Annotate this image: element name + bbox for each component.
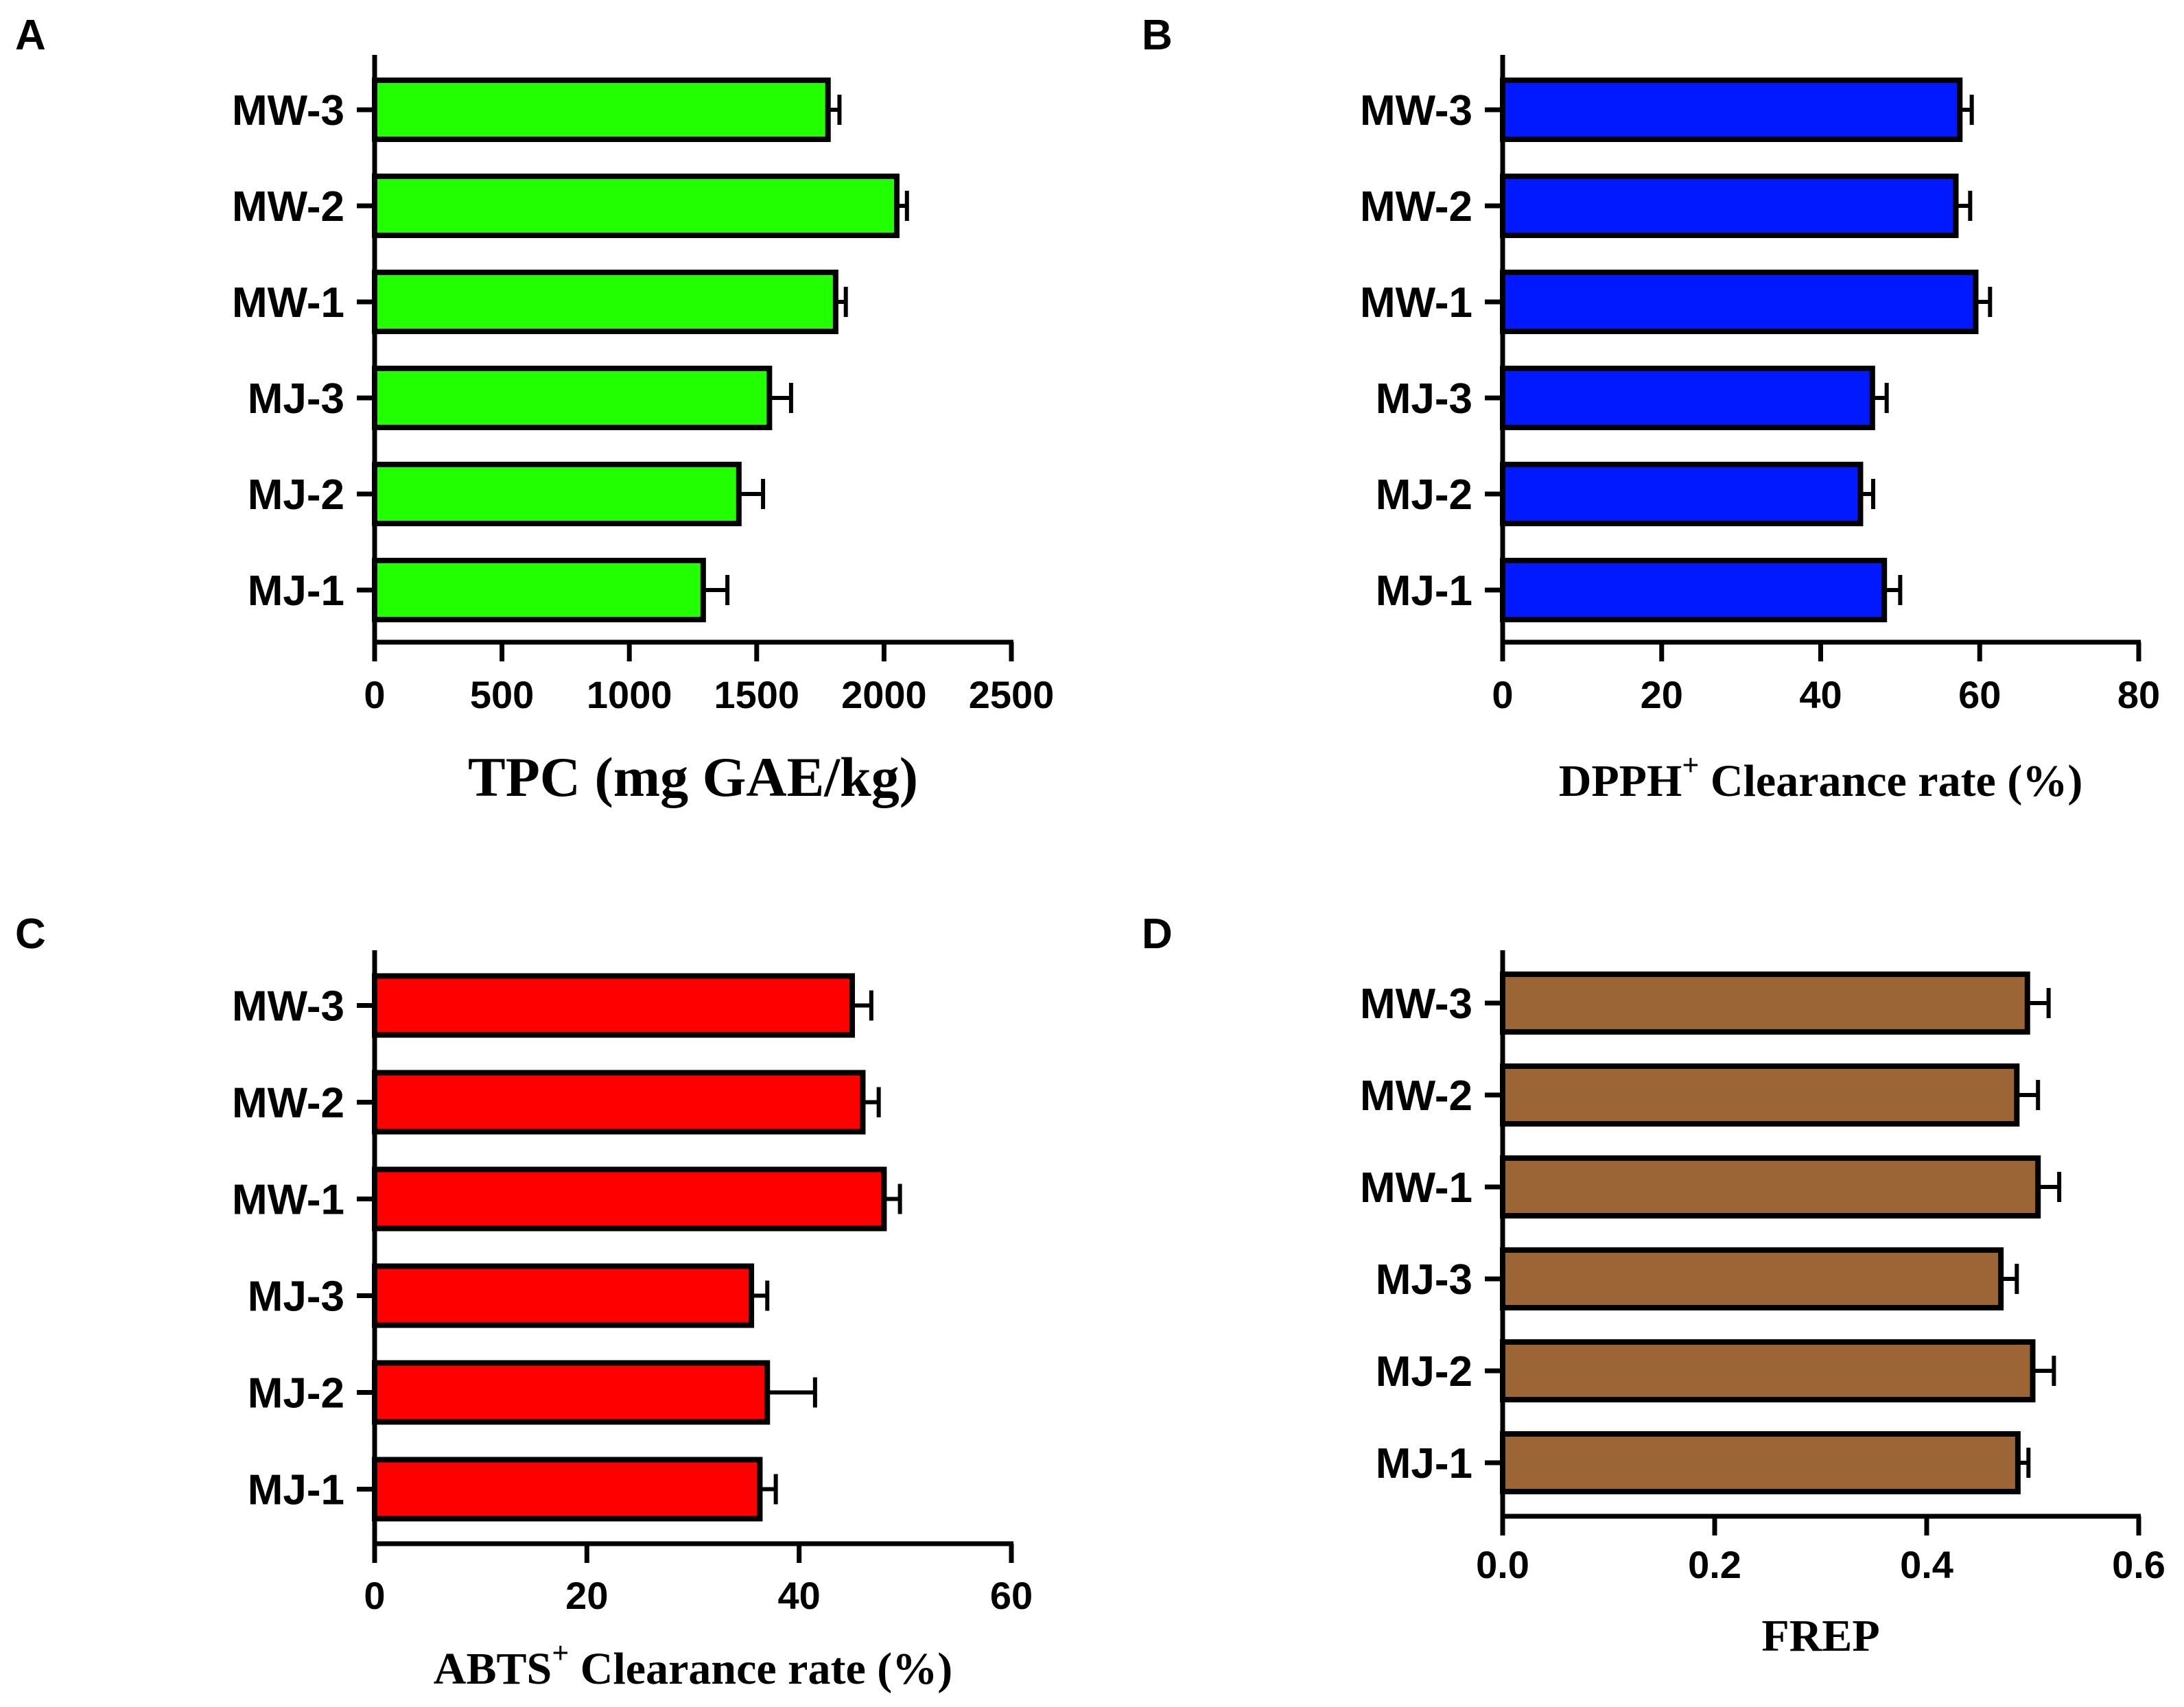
x-axis-title-main: ABTS	[434, 1644, 552, 1694]
category-label-mw-3: MW-3	[232, 983, 344, 1031]
bar-mw-3	[372, 78, 831, 142]
category-label-mj-3: MJ-3	[248, 375, 344, 423]
bar-mw-1	[1500, 1155, 2041, 1219]
bar-mw-2	[1500, 1063, 2020, 1127]
category-label-mj-3: MJ-3	[1376, 375, 1472, 423]
x-tick-label: 0.6	[2112, 1543, 2165, 1586]
category-label-mw-3: MW-3	[1360, 87, 1472, 134]
bar-mw-1	[1500, 270, 1979, 334]
category-label-mw-1: MW-1	[232, 1177, 344, 1224]
x-axis-title: ABTS+ Clearance rate (%)	[434, 1636, 952, 1694]
bar-mw-1	[372, 270, 838, 334]
x-tick-label: 1000	[587, 673, 672, 716]
category-label-mj-1: MJ-1	[1376, 1440, 1472, 1487]
category-label-mj-1: MJ-1	[248, 1467, 344, 1514]
panel-letter: C	[15, 910, 46, 958]
bar-mj-1	[372, 1457, 763, 1522]
category-label-mj-1: MJ-1	[1376, 567, 1472, 615]
category-label-mj-3: MJ-3	[248, 1273, 344, 1321]
x-tick-label: 60	[990, 1574, 1033, 1617]
bar-mj-2	[372, 462, 742, 526]
x-tick-label: 40	[1799, 673, 1842, 716]
category-label-mw-2: MW-2	[1360, 1072, 1472, 1120]
category-label-mj-2: MJ-2	[1376, 471, 1472, 519]
category-label-mw-1: MW-1	[232, 279, 344, 327]
x-axis-title: TPC (mg GAE/kg)	[468, 746, 918, 808]
x-tick-label: 2500	[969, 673, 1055, 716]
panel-letter: A	[15, 12, 46, 59]
x-tick-label: 80	[2117, 673, 2160, 716]
bar-mw-2	[1500, 174, 1959, 238]
x-axis-title-rest: Clearance rate (%)	[1699, 756, 2082, 806]
x-axis-title-rest: Clearance rate (%)	[569, 1644, 952, 1694]
bar-mj-3	[372, 1263, 755, 1328]
bar-mw-1	[372, 1166, 887, 1232]
x-axis-title: DPPH+ Clearance rate (%)	[1559, 749, 2083, 806]
category-label-mw-1: MW-1	[1360, 279, 1472, 327]
bar-mj-2	[1500, 1339, 2036, 1402]
x-tick-label: 0.0	[1476, 1543, 1529, 1586]
x-tick-label: 20	[565, 1574, 608, 1617]
x-axis-title-superscript: +	[1682, 749, 1699, 782]
bar-mj-1	[1500, 558, 1888, 622]
category-label-mw-2: MW-2	[1360, 183, 1472, 231]
category-label-mw-1: MW-1	[1360, 1164, 1472, 1212]
bar-mj-3	[1500, 366, 1875, 430]
bar-mj-2	[372, 1360, 771, 1425]
chart-panel-c: C MW-3 MW-2 MW-1 MJ-3 MJ-2 MJ-1 0 20 40 60 ABTS+ Cl…	[15, 910, 1033, 1694]
bar-mj-1	[372, 558, 706, 622]
category-label-mw-2: MW-2	[232, 183, 344, 231]
bar-mw-2	[372, 1070, 866, 1135]
bar-mw-3	[1500, 972, 2030, 1035]
bar-mj-2	[1500, 462, 1864, 526]
category-label-mj-2: MJ-2	[248, 1370, 344, 1417]
x-tick-label: 0	[1492, 673, 1513, 716]
x-tick-label: 0	[364, 673, 385, 716]
x-tick-label: 40	[778, 1574, 821, 1617]
category-label-mj-2: MJ-2	[1376, 1348, 1472, 1396]
bar-mj-3	[372, 366, 773, 430]
chart-panel-d: D MW-3 MW-2 MW-1 MJ-3 MJ-2 MJ-1 0.0 0.2 0.4 0.6 FRE…	[1142, 910, 2165, 1661]
panel-letter: D	[1142, 910, 1173, 958]
chart-panel-b: B MW-3 MW-2 MW-1 MJ-3 MJ-2 MJ-1 0 20 40 60 80 DPPH+ …	[1142, 12, 2160, 806]
category-label-mj-1: MJ-1	[248, 567, 344, 615]
x-tick-label: 500	[470, 673, 534, 716]
bar-mj-1	[1500, 1431, 2021, 1494]
category-label-mj-3: MJ-3	[1376, 1256, 1472, 1304]
bar-mw-2	[372, 174, 900, 238]
category-label-mj-2: MJ-2	[248, 471, 344, 519]
x-axis-title-superscript: +	[552, 1636, 569, 1670]
x-tick-label: 2000	[841, 673, 927, 716]
x-tick-label: 1500	[714, 673, 800, 716]
x-tick-label: 20	[1641, 673, 1683, 716]
x-axis-title-main: TPC (mg GAE/kg)	[468, 746, 918, 808]
x-tick-label: 60	[1958, 673, 2001, 716]
x-axis-title: FREP	[1761, 1611, 1879, 1661]
bar-mw-3	[1500, 78, 1963, 142]
category-label-mw-2: MW-2	[232, 1080, 344, 1127]
bar-mj-3	[1500, 1247, 2004, 1310]
x-axis-title-main: FREP	[1761, 1611, 1879, 1661]
x-tick-label: 0.4	[1900, 1543, 1953, 1586]
chart-panel-a: A MW-3 MW-2 MW-1 MJ-3 MJ-2 MJ-1 0 500 1000 1500 200…	[15, 12, 1054, 808]
x-axis-title-main: DPPH	[1559, 756, 1682, 806]
category-label-mw-3: MW-3	[232, 87, 344, 134]
category-label-mw-3: MW-3	[1360, 980, 1472, 1028]
bar-mw-3	[372, 973, 855, 1038]
panel-letter: B	[1142, 12, 1173, 59]
x-tick-label: 0	[364, 1574, 385, 1617]
x-tick-label: 0.2	[1688, 1543, 1741, 1586]
